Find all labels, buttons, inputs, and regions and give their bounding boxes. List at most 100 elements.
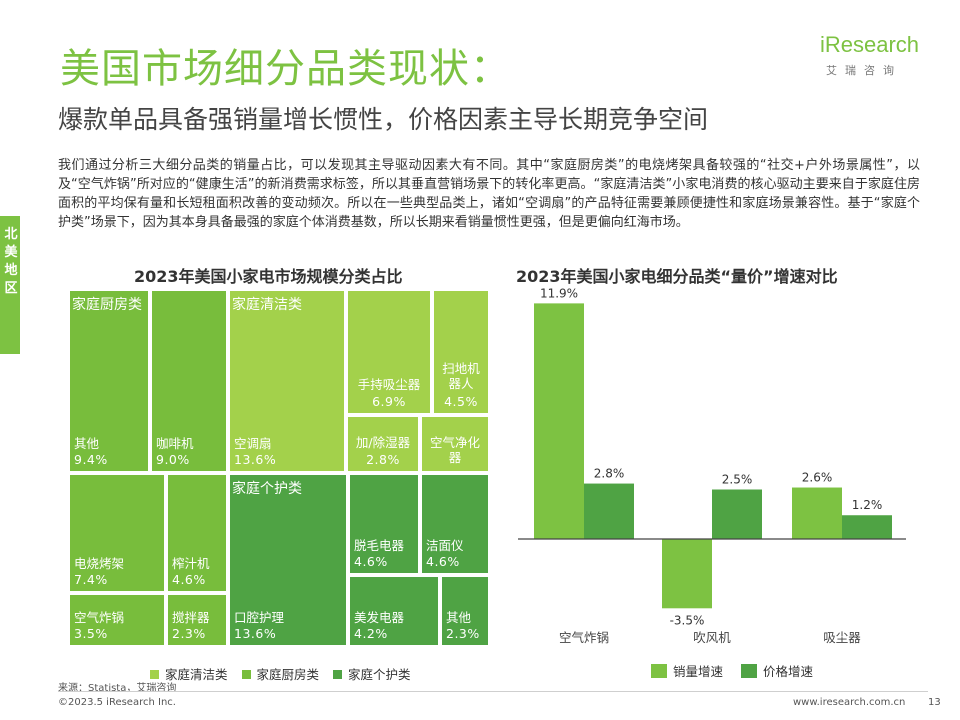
legend-label: 价格增速: [763, 664, 814, 679]
x-tick-label: 吸尘器: [823, 630, 861, 645]
treemap-cell-value: 7.4%: [74, 572, 108, 587]
treemap-cell-label: 电烧烤架: [74, 556, 125, 571]
legend-swatch-price: [741, 664, 757, 678]
legend-label: 家庭厨房类: [256, 667, 320, 682]
treemap-cell-hair-removal: 脱毛电器 4.6%: [348, 473, 420, 575]
legend-label: 家庭清洁类: [165, 667, 228, 682]
treemap-group-label-care: 家庭个护类: [232, 481, 302, 497]
treemap-cell-air-purifier: 空气净化器: [420, 415, 490, 473]
treemap-group-label-kitchen: 家庭厨房类: [72, 297, 142, 313]
bar-price-0: [584, 483, 634, 539]
treemap-cell-value: 3.5%: [74, 626, 108, 641]
treemap-cell-air-cooler-fan: 空调扇 13.6%: [228, 289, 346, 473]
bar-chart: 11.9% 2.8% 空气炸锅 -3.5% 2.5% 吹风机 2.6% 1.2% 吸尘器: [518, 286, 906, 645]
logo-subtitle: 艾瑞咨询: [826, 64, 902, 77]
treemap-cell-electric-grill: 电烧烤架 7.4%: [68, 473, 166, 593]
treemap-cell-label: 扫地机器人: [442, 361, 480, 391]
page-subtitle: 爆款单品具备强销量增长惯性，价格因素主导长期竞争空间: [58, 105, 709, 134]
treemap-cell-value: 4.6%: [426, 554, 460, 569]
treemap-cell-label: 美发电器: [354, 610, 405, 625]
treemap-cell-label: 空调扇: [234, 436, 272, 451]
bar-data-label: -3.5%: [670, 613, 705, 627]
treemap-cell-value: 13.6%: [234, 452, 277, 467]
treemap-cell-label: 搅拌器: [172, 610, 210, 625]
legend-label: 家庭个护类: [348, 667, 411, 682]
treemap-cell-label: 加/除湿器: [355, 435, 411, 450]
treemap-cell-value: 2.3%: [446, 626, 480, 641]
treemap-cell-label: 其他: [446, 610, 472, 625]
treemap-cell-care-other: 其他 2.3%: [440, 575, 490, 647]
treemap-cell-facial-cleanser: 洁面仪 4.6%: [420, 473, 490, 575]
page-number: 13: [928, 697, 941, 708]
treemap-cell-value: 9.4%: [74, 452, 108, 467]
legend-swatch-sales: [651, 664, 667, 678]
bar-data-label: 2.6%: [802, 471, 833, 485]
legend-swatch-kitchen: [241, 670, 251, 679]
legend-item-kitchen: 家庭厨房类: [241, 667, 320, 682]
treemap-cell-value: 4.6%: [172, 572, 206, 587]
legend-swatch-care: [333, 670, 342, 679]
bar-data-label: 2.8%: [594, 467, 625, 481]
bar-chart-title: 2023年美国小家电细分品类“量价”增速对比: [516, 267, 838, 286]
region-side-tab: [0, 216, 20, 354]
bar-chart-legend: 销量增速 价格增速: [651, 661, 813, 680]
treemap-cell-label: 口腔护理: [234, 610, 285, 625]
bar-price-2: [842, 515, 892, 539]
logo-badge: [824, 34, 926, 59]
treemap-cell-label: 其他: [74, 436, 100, 451]
bar-data-label: 2.5%: [722, 473, 753, 487]
legend-item-sales-growth: 销量增速: [651, 664, 723, 679]
bar-data-label: 1.2%: [852, 498, 883, 512]
treemap-cell-label: 洁面仪: [426, 538, 464, 553]
bar-price-1: [712, 489, 762, 539]
treemap-cell-value: 4.6%: [354, 554, 388, 569]
treemap-cell-label: 榨汁机: [172, 556, 210, 571]
bar-sales-0: [534, 303, 584, 539]
treemap-cell-handheld-vacuum: 手持吸尘器 6.9%: [346, 289, 432, 415]
treemap-legend: 家庭清洁类 家庭厨房类 家庭个护类: [150, 664, 411, 683]
region-side-tab-label: 北美地区: [4, 227, 18, 296]
legend-item-care: 家庭个护类: [333, 667, 411, 682]
treemap-group-label-clean: 家庭清洁类: [232, 297, 302, 313]
treemap-cell-value: 9.0%: [156, 452, 190, 467]
treemap-cell-value: 2.3%: [172, 626, 206, 641]
treemap-cell-value: 4.5%: [444, 394, 478, 409]
bar-data-label: 11.9%: [540, 286, 578, 300]
x-tick-label: 吹风机: [693, 630, 731, 645]
treemap-cell-coffee-machine: 咖啡机 9.0%: [150, 289, 228, 473]
source-note: 来源：Statista，艾瑞咨询: [58, 683, 177, 694]
website-url: www.iresearch.com.cn: [793, 697, 906, 708]
treemap-cell-label: 空气净化器: [429, 435, 480, 465]
bar-sales-2: [792, 487, 842, 539]
legend-item-clean: 家庭清洁类: [150, 667, 228, 682]
treemap-cell-value: 2.8%: [366, 452, 400, 467]
logo-wordmark: iResearch: [820, 32, 920, 57]
treemap-cell-juicer: 榨汁机 4.6%: [166, 473, 228, 593]
treemap-cell-value: 6.9%: [372, 394, 406, 409]
treemap-cell-blender: 搅拌器 2.3%: [166, 593, 228, 647]
treemap-cell-value: 4.2%: [354, 626, 388, 641]
treemap-cell-kitchen-other: 其他 9.4%: [68, 289, 150, 473]
treemap-cell-hair-styling: 美发电器 4.2%: [348, 575, 440, 647]
iresearch-logo: iResearch 艾瑞咨询: [820, 32, 930, 82]
treemap-cell-label: 手持吸尘器: [357, 377, 421, 392]
legend-label: 销量增速: [673, 664, 724, 679]
page-title: 美国市场细分品类现状：: [60, 46, 511, 92]
treemap-cell-label: 空气炸锅: [74, 610, 125, 625]
legend-swatch-clean: [150, 670, 159, 679]
copyright: ©2023.5 iResearch Inc.: [58, 697, 176, 708]
treemap-cell-label: 脱毛电器: [354, 538, 405, 553]
treemap-cell-humidifier: 加/除湿器 2.8%: [346, 415, 420, 473]
treemap-cell-air-fryer: 空气炸锅 3.5%: [68, 593, 166, 647]
legend-item-price-growth: 价格增速: [741, 664, 813, 679]
treemap-cell-value: 13.6%: [234, 626, 277, 641]
footer-divider: [58, 691, 928, 692]
analysis-paragraph: 我们通过分析三大细分品类的销量占比，可以发现其主导驱动因素大有不同。其中“家庭厨…: [58, 158, 920, 230]
treemap-cell-oral-care: 口腔护理 13.6%: [228, 473, 348, 647]
x-tick-label: 空气炸锅: [559, 630, 609, 645]
bar-sales-1: [662, 539, 712, 609]
treemap-cell-robot-vacuum: 扫地机器人 4.5%: [432, 289, 490, 415]
treemap-chart: 其他 9.4% 家庭厨房类 咖啡机 9.0% 电烧烤架 7.4% 榨汁机 4.6…: [68, 289, 490, 647]
treemap-cell-label: 咖啡机: [156, 436, 194, 451]
treemap-title: 2023年美国小家电市场规模分类占比: [134, 267, 403, 286]
